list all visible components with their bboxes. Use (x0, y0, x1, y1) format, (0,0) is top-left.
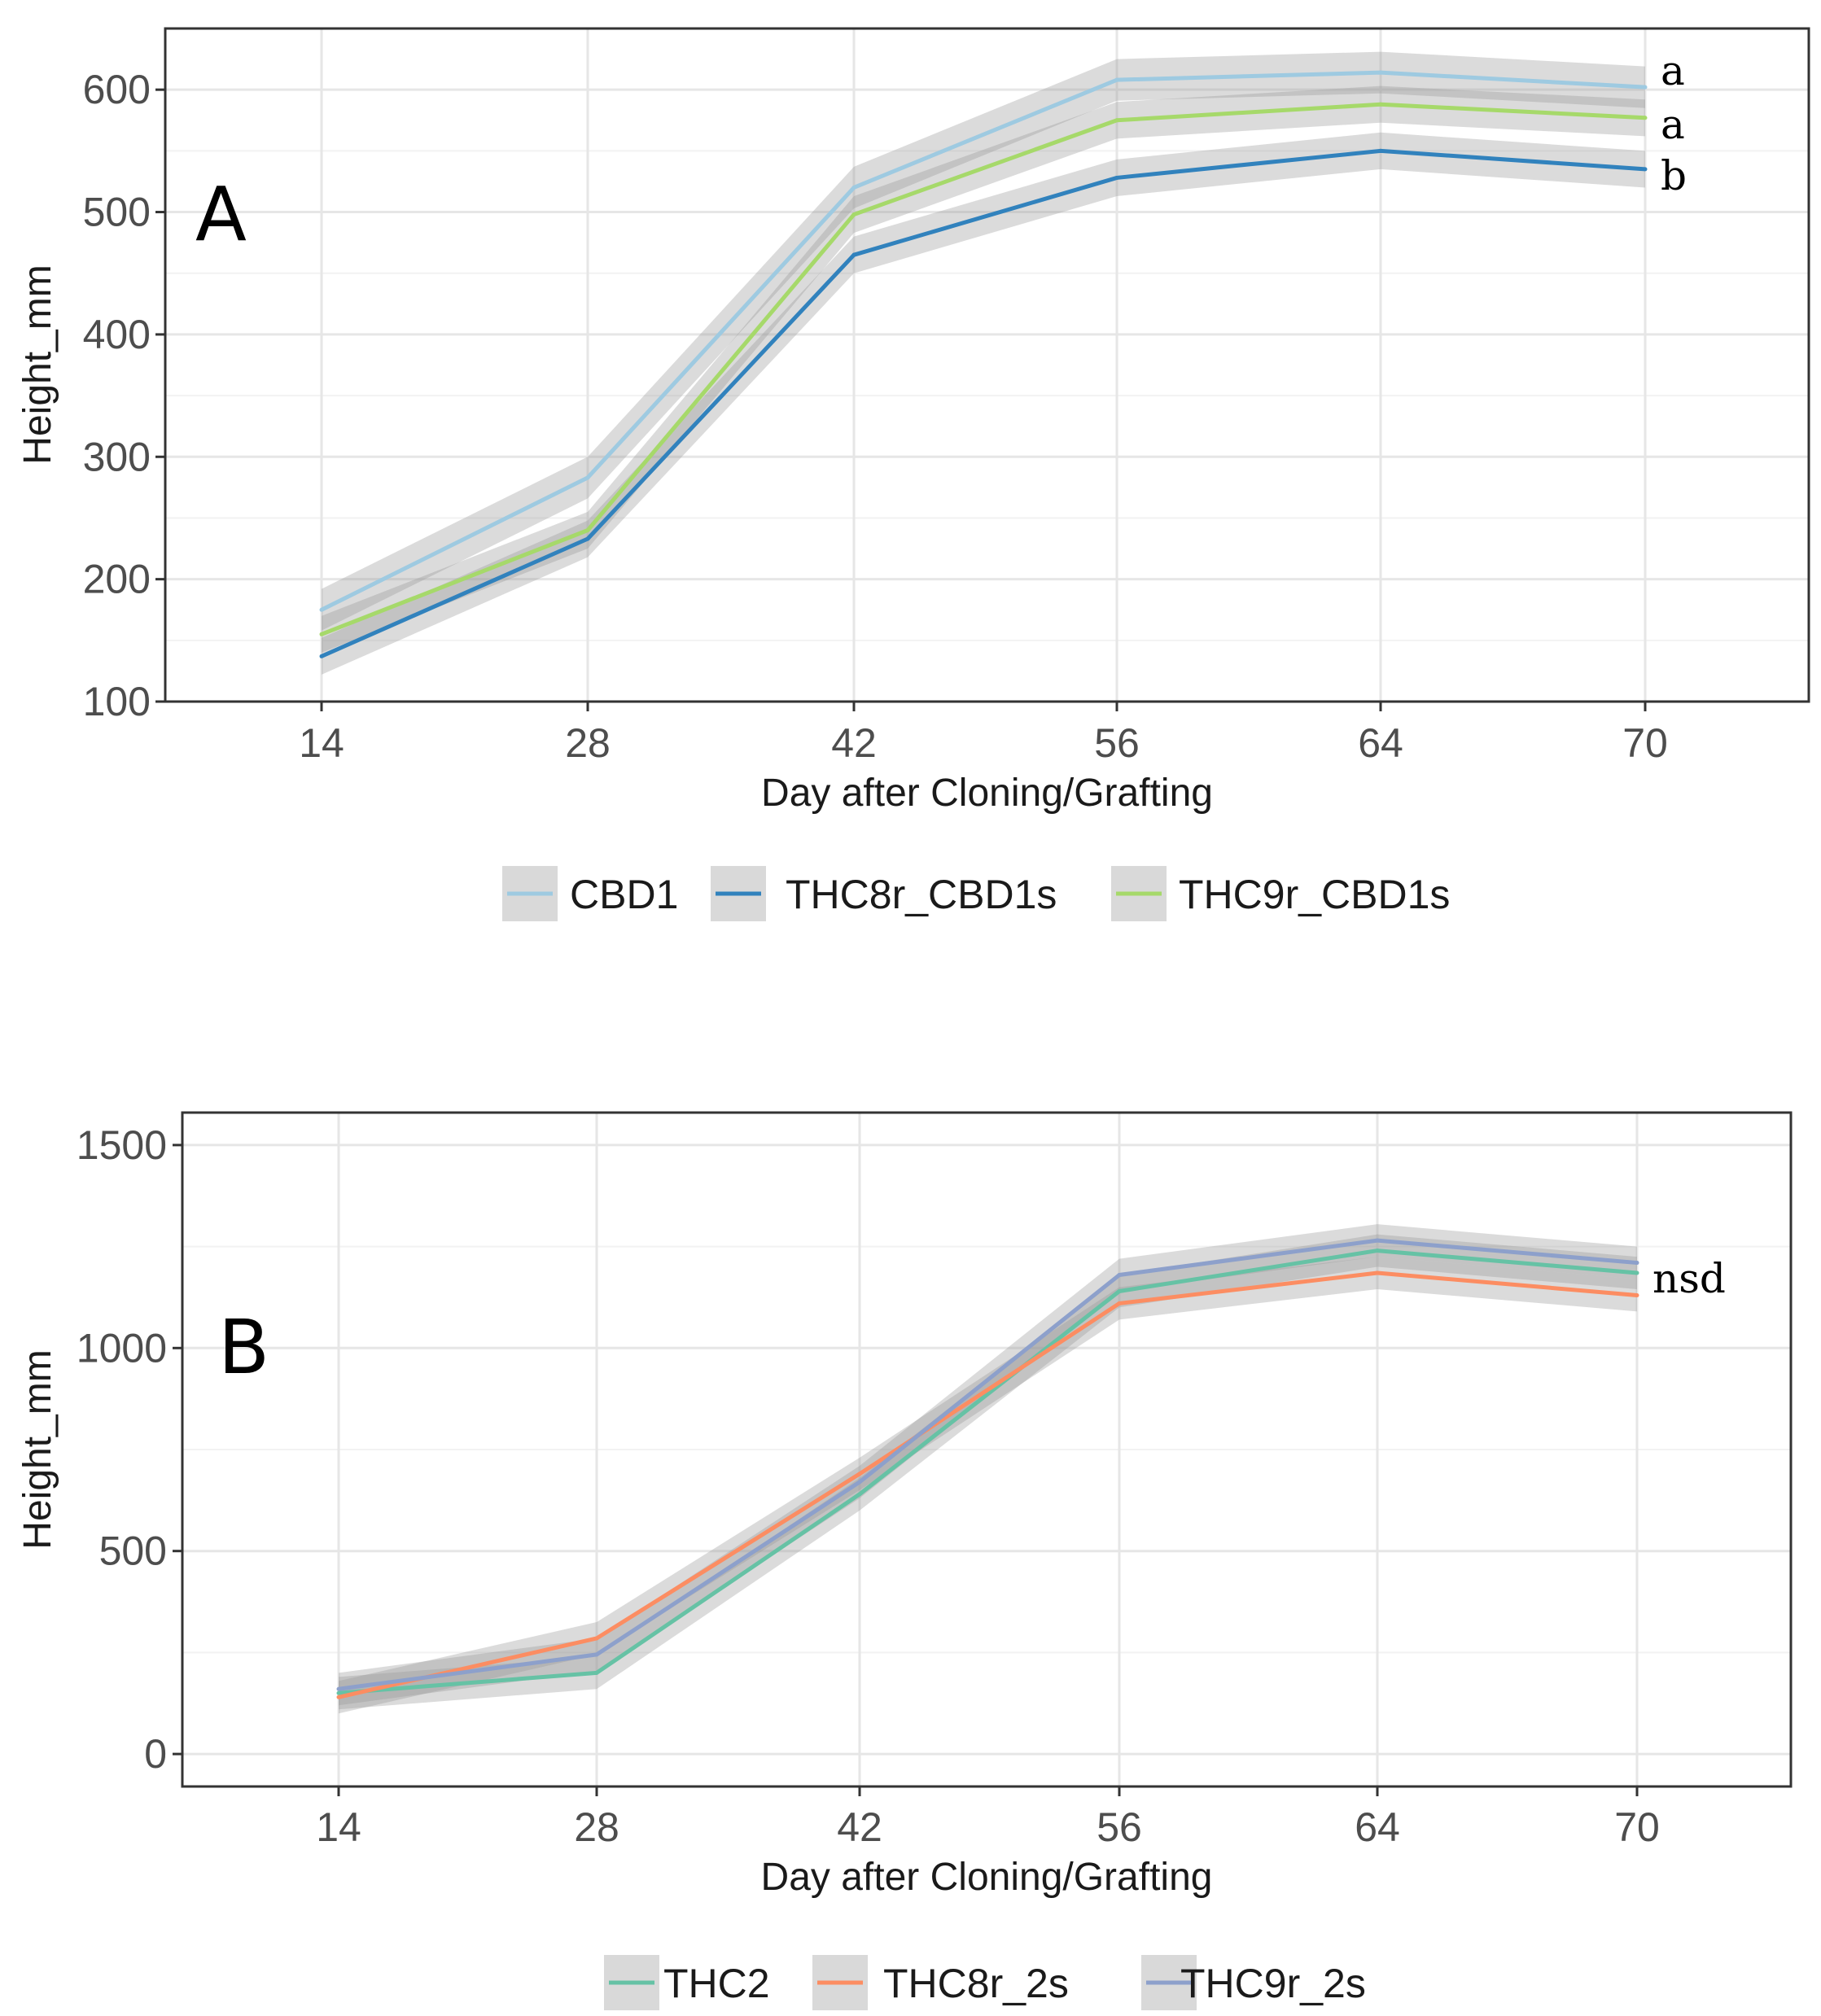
data-point (585, 527, 590, 532)
series-line-THC8r_CBD1s (320, 148, 1646, 658)
significance-label: a (1661, 101, 1685, 148)
y-tick-label: 100 (83, 679, 151, 724)
y-tick-label: 500 (83, 190, 151, 235)
data-point (1643, 167, 1648, 172)
x-tick-label: 42 (831, 720, 877, 766)
nsd-annotation: nsd (1652, 1255, 1726, 1302)
data-point (336, 1686, 341, 1691)
x-tick-label: 64 (1358, 720, 1403, 766)
data-point (1114, 77, 1119, 82)
data-point (857, 1492, 862, 1497)
x-tick-label: 64 (1355, 1804, 1400, 1850)
data-point (585, 536, 590, 541)
legend-label: THC8r_CBD1s (786, 872, 1057, 917)
x-tick-label: 28 (574, 1804, 619, 1850)
legend-label: THC2 (663, 1961, 770, 2006)
series-line-THC9r_CBD1s (321, 102, 1646, 636)
data-point (851, 185, 856, 190)
series-line-THC9r_2s (338, 1238, 1638, 1691)
legend: THC2 THC8r_2s THC9r_2s (604, 1955, 1366, 2010)
panel-label: B (218, 1304, 269, 1391)
data-point (1378, 148, 1383, 153)
y-tick-label: 0 (144, 1731, 167, 1777)
data-point (851, 252, 856, 257)
x-tick-label: 42 (837, 1804, 882, 1850)
data-point (594, 1652, 599, 1657)
x-tick-label: 56 (1097, 1804, 1142, 1850)
y-tick-label: 1000 (77, 1325, 167, 1371)
data-point (1378, 70, 1383, 75)
data-point (1643, 85, 1648, 90)
data-point (594, 1636, 599, 1641)
y-tick-label: 200 (83, 557, 151, 602)
x-axis-title: Day after Cloning/Grafting (761, 772, 1213, 815)
data-point (1378, 102, 1383, 107)
y-tick-label: 500 (99, 1528, 167, 1574)
data-point (594, 1670, 599, 1675)
x-tick-label: 56 (1094, 720, 1140, 766)
y-tick-label: 300 (83, 434, 151, 479)
data-point (1117, 1273, 1122, 1278)
legend-label: THC8r_2s (883, 1961, 1069, 2006)
y-tick-label: 400 (83, 312, 151, 357)
legend-label: THC9r_CBD1s (1179, 872, 1450, 917)
data-point (319, 607, 324, 612)
x-tick-label: 14 (316, 1804, 361, 1850)
data-point (1375, 1238, 1380, 1243)
confidence-ribbon-3 (339, 1224, 1637, 1706)
data-point (585, 475, 590, 480)
data-point (857, 1480, 862, 1485)
legend: CBD1 THC8r_CBD1s THC9r_CBD1s (502, 866, 1450, 921)
data-point (1375, 1249, 1380, 1253)
y-axis-title: Height_mm (16, 1349, 59, 1549)
data-point (1635, 1292, 1639, 1297)
data-point (319, 632, 324, 636)
data-point (857, 1472, 862, 1476)
data-point (1114, 175, 1119, 180)
data-point (336, 1690, 341, 1695)
data-point (1117, 1288, 1122, 1293)
panel-border (164, 27, 1810, 703)
data-point (1117, 1301, 1122, 1305)
significance-label: a (1661, 47, 1685, 94)
chart-panel-a: 100 200 300 400 500 600 14 28 42 56 64 70 Day after … (16, 27, 1810, 921)
data-point (336, 1695, 341, 1699)
legend-label: CBD1 (570, 872, 678, 917)
panel-border (181, 1111, 1793, 1788)
confidence-ribbon-2 (339, 1257, 1637, 1714)
series-line-THC2 (338, 1249, 1638, 1695)
x-tick-label: 28 (565, 720, 611, 766)
legend-label: THC9r_2s (1180, 1961, 1366, 2006)
x-axis-title: Day after Cloning/Grafting (761, 1856, 1213, 1899)
data-point (1375, 1270, 1380, 1275)
x-tick-label: 70 (1622, 720, 1668, 766)
data-point (1635, 1261, 1639, 1266)
y-axis-title: Height_mm (16, 265, 59, 464)
y-tick-label: 600 (83, 67, 151, 112)
chart-panel-b: 0 500 1000 1500 14 28 42 56 64 70 Day after Clonin… (16, 1111, 1793, 2010)
x-tick-label: 14 (299, 720, 344, 766)
data-point (1635, 1270, 1639, 1275)
x-tick-label: 70 (1614, 1804, 1660, 1850)
y-tick-label: 1500 (77, 1122, 167, 1168)
data-point (1114, 118, 1119, 123)
panel-label: A (195, 171, 247, 258)
series-line-THC8r_2s (338, 1270, 1638, 1699)
data-point (1643, 116, 1648, 120)
significance-label: b (1661, 152, 1687, 199)
series-line-CBD1 (320, 70, 1646, 612)
data-point (851, 212, 856, 217)
data-point (319, 654, 324, 658)
